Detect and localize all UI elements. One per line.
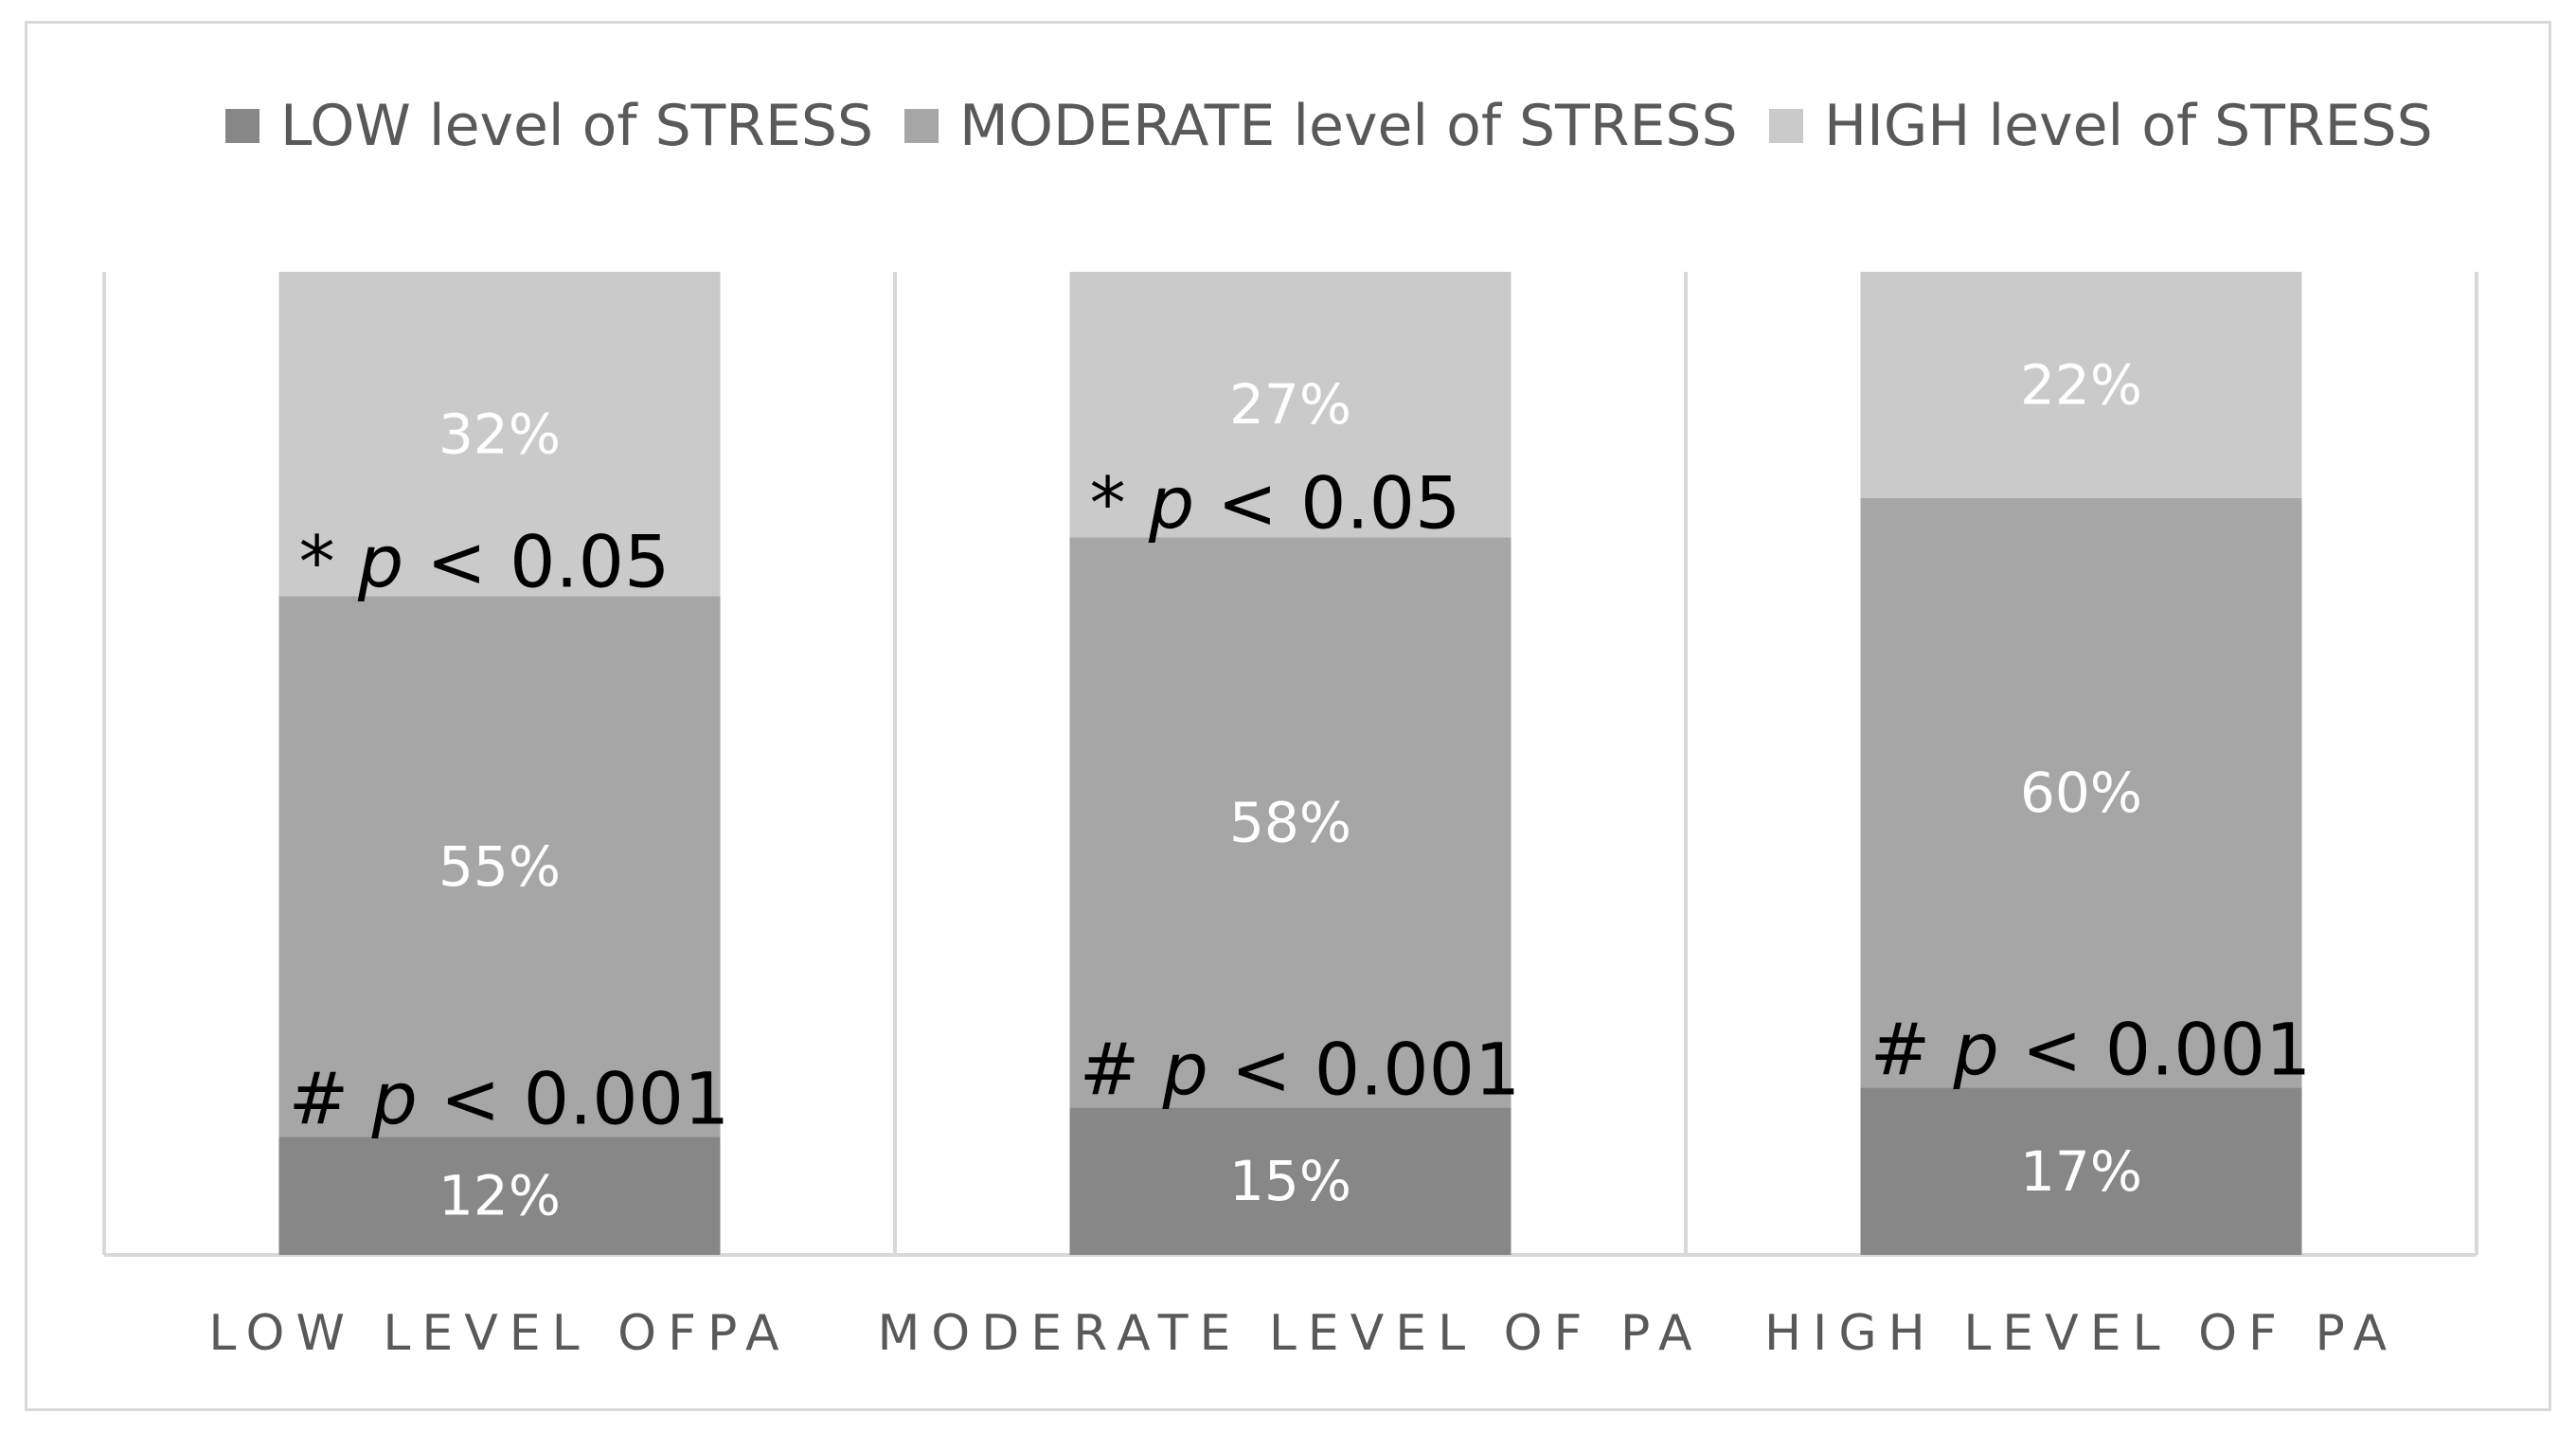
- legend-entry: HIGH level of STRESS: [1824, 93, 2433, 159]
- data-label: 15%: [1229, 1149, 1351, 1213]
- bar-segment: [1860, 1087, 2302, 1255]
- data-label: 17%: [2020, 1139, 2142, 1204]
- bar-segment: [1069, 272, 1512, 538]
- data-labels: 12% 55% 32% 15% 58% 27% 17% 60% 22%: [438, 352, 2142, 1227]
- legend-swatch: [225, 109, 259, 143]
- data-label: 55%: [438, 834, 561, 899]
- star-annotation: * p < 0.05: [1090, 460, 1461, 545]
- bar-segment: [1860, 497, 2302, 1088]
- bar-segment: [278, 1137, 721, 1255]
- hash-annotation: # p < 0.001: [1870, 1008, 2312, 1092]
- category-label: LOW LEVEL OFPA: [208, 1305, 790, 1362]
- bar-segment: [1860, 272, 2302, 498]
- category-label: HIGH LEVEL OF PA: [1764, 1305, 2398, 1362]
- category-labels: LOW LEVEL OFPA MODERATE LEVEL OF PA HIGH L…: [208, 1305, 2398, 1362]
- bar-segment: [1069, 1107, 1512, 1255]
- data-label: 22%: [2020, 352, 2142, 417]
- legend: LOW level of STRESS MODERATE level of STR…: [225, 93, 2433, 159]
- hash-annotation: # p < 0.001: [1080, 1027, 1521, 1111]
- data-label: 32%: [438, 402, 561, 466]
- legend-entry: LOW level of STRESS: [280, 93, 873, 159]
- data-label: 27%: [1229, 372, 1351, 437]
- category-label: MODERATE LEVEL OF PA: [877, 1305, 1703, 1362]
- bars: [278, 272, 2302, 1255]
- legend-swatch: [904, 109, 939, 143]
- bar-segment: [278, 596, 721, 1137]
- data-label: 58%: [1229, 790, 1351, 854]
- bar-segment: [278, 272, 721, 597]
- legend-entry: MODERATE level of STRESS: [959, 93, 1738, 159]
- data-label: 60%: [2020, 761, 2142, 825]
- chart-frame: [25, 21, 2551, 1411]
- legend-swatch: [1769, 109, 1803, 143]
- bar-segment: [1069, 537, 1512, 1108]
- star-annotation: * p < 0.05: [299, 520, 671, 604]
- hash-annotation: # p < 0.001: [289, 1056, 730, 1140]
- annotations: # p < 0.001 # p < 0.001 # p < 0.001 * p < 0…: [289, 460, 2312, 1140]
- data-label: 12%: [438, 1164, 561, 1228]
